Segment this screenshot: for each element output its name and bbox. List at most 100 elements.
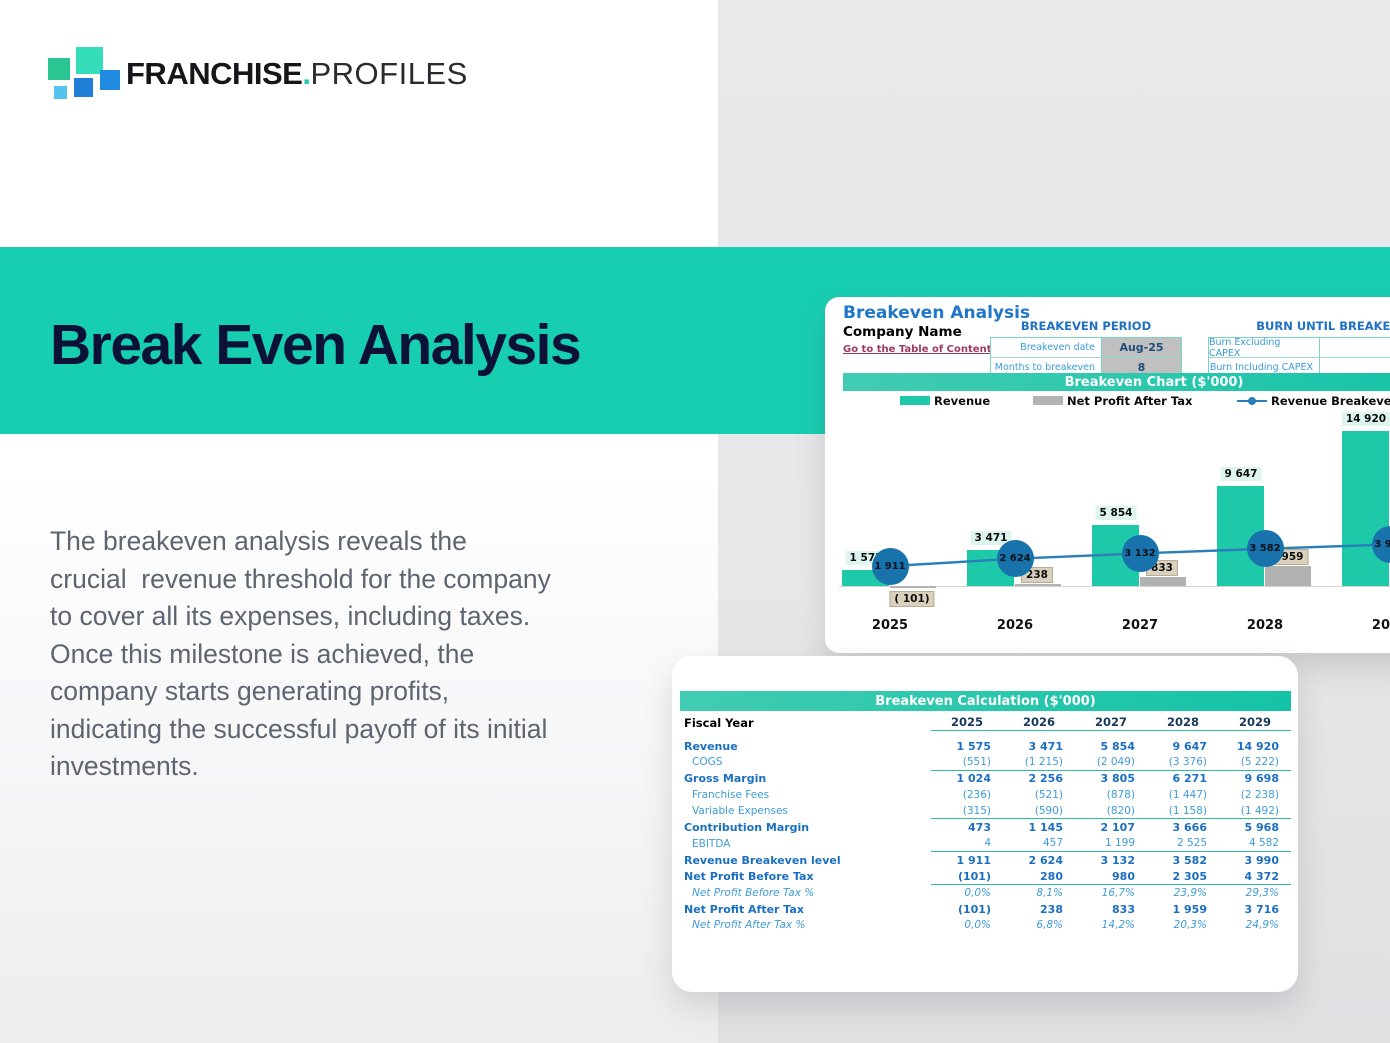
row-values: 0,0% 8,1% 16,7% 23,9% 29,3% [931,885,1291,901]
breakeven-calculation-card: Breakeven Calculation ($'000) Fiscal Yea… [672,656,1298,992]
category-label: 2025 [871,618,909,633]
revenue-swatch-icon [900,396,930,405]
row-values: 1 575 3 471 5 854 9 647 14 920 [931,738,1291,754]
year-headers: 2025 2026 2027 2028 2029 [931,714,1291,731]
row-label: Net Profit Before Tax [684,870,814,884]
left-panel [0,0,718,1043]
row-label: Variable Expenses [692,805,788,818]
table-row: Variable Expenses (315) (590) (820) (1 158)(… [680,803,1291,820]
cell-value: 4 [984,837,991,850]
breakeven-period-title: BREAKEVEN PERIOD [1020,319,1152,333]
category-label: 2027 [1121,618,1159,633]
burn-until-breakeven-title: BURN UNTIL BREAKEVEN [1256,319,1390,333]
row-label: Revenue [684,739,738,753]
cell-value: 457 [1042,837,1063,850]
cell-value: 1 145 [1028,821,1063,835]
cell-value: 1 199 [1104,837,1135,850]
table-row: Contribution Margin 473 1 145 2 107 3 666 5 9… [680,819,1291,835]
cell-value: 14 920 [1236,739,1279,753]
row-values: 4 457 1 199 2 525 4 582 [931,836,1291,853]
sheet-title: Breakeven Analysis [843,303,1031,323]
table-row: Revenue 1 575 3 471 5 854 9 647 14 920 [680,738,1291,754]
burn-including-capex-label: Burn Including CAPEX [1209,358,1319,376]
cell-value: 9 698 [1244,772,1279,786]
cell-value: (590) [1034,804,1063,817]
legend-label: Revenue [934,393,991,408]
logo-square [48,58,70,80]
legend-item-breakeven-level: Revenue Breakeven level [1237,394,1390,408]
logo-square [54,86,67,99]
cell-value: 2 256 [1028,772,1063,786]
table-row: Net Profit Before Tax % 0,0% 8,1% 16,7% 23,9… [680,885,1291,901]
breakeven-chart-card: Breakeven Analysis Company Name Go to th… [825,297,1390,653]
breakeven-point-marker: 2 624 [996,540,1034,578]
description-paragraph: The breakeven analysis reveals the cruci… [50,526,551,781]
cell-value: 9 647 [1172,739,1207,753]
cell-value: (236) [962,789,991,802]
breakeven-period-table: Breakeven date Aug-25 Months to breakeve… [990,337,1182,377]
cell-value: (551) [962,755,991,768]
burn-until-breakeven-panel: BURN UNTIL BREAKEVEN Burn Excluding CAPE… [1208,319,1390,377]
cell-value: (5 222) [1240,755,1279,768]
row-label: Net Profit Before Tax % [692,886,815,899]
net-profit-bar [1015,583,1061,586]
row-values: 0,0% 6,8% 14,2% 20,3% 24,9% [931,917,1291,933]
row-values: 1 911 2 624 3 132 3 582 3 990 [931,852,1291,868]
logo-square [100,70,120,90]
logo-square [74,78,93,97]
table-section-header: Breakeven Calculation ($'000) [680,691,1291,711]
months-to-breakeven-label: Months to breakeven [991,358,1101,376]
table-row: Revenue Breakeven level 1 911 2 624 3 132 3 … [680,852,1291,868]
table-row: COGS (551) (1 215) (2 049) (3 376) (5 222) [680,754,1291,771]
cell-value: 24,9% [1245,919,1279,932]
row-label: EBITDA [692,837,731,850]
table-of-contents-link[interactable]: Go to the Table of Contents [843,344,998,355]
row-values: 1 024 2 256 3 805 6 271 9 698 [931,771,1291,787]
breakeven-line-swatch-icon [1237,396,1267,406]
cell-value: 4 582 [1248,837,1279,850]
net-profit-value-label: ( 101) [889,591,935,607]
row-label: Franchise Fees [692,789,770,802]
row-values: (551) (1 215) (2 049) (3 376) (5 222) [931,754,1291,771]
dot-glyph [1248,396,1256,405]
brand-dot: . [302,56,311,91]
row-values: (101) 280 980 2 305 4 372 [931,868,1291,885]
row-label: Contribution Margin [684,821,810,835]
calc-table-rows: Fiscal Year 2025 2026 2027 2028 2029 Revenue 1 … [680,714,1291,934]
cell-value: (820) [1106,804,1135,817]
brand-name-light: PROFILES [310,56,468,91]
cell-value: 3 132 [1100,853,1135,867]
cell-value: (3 376) [1168,755,1207,768]
table-header-row: Fiscal Year 2025 2026 2027 2028 2029 [680,714,1291,731]
chart-section-header: Breakeven Chart ($'000) [843,373,1390,391]
revenue-value-label: 14 920 [1341,411,1390,426]
table-row: Gross Margin 1 024 2 256 3 805 6 271 9 698 [680,771,1291,787]
year-header-cell: 2027 [1094,715,1127,729]
cell-value: 3 471 [1028,739,1063,753]
revenue-value-label: 9 647 [1220,466,1262,481]
breakeven-point-marker: 3 132 [1121,534,1159,572]
logo-square [76,47,103,74]
burn-including-capex-value [1319,358,1390,376]
table-row: Months to breakeven 8 [991,357,1181,376]
brand-name: FRANCHISE.PROFILES [126,56,468,92]
row-values: (101) 238 833 1 959 3 716 [931,901,1291,917]
cell-value: 2 305 [1172,869,1207,883]
table-row: Breakeven date Aug-25 [991,338,1181,357]
cell-value: 2 107 [1100,821,1135,835]
cell-value: (1 158) [1168,804,1207,817]
net-profit-bar [890,586,936,588]
cell-value: 29,3% [1245,886,1279,899]
breakeven-period-panel: BREAKEVEN PERIOD Breakeven date Aug-25 M… [990,319,1182,377]
cell-value: 980 [1112,869,1135,883]
net-profit-bar [1140,577,1186,586]
cell-value: (101) [957,902,991,916]
cell-value: (2 049) [1096,755,1135,768]
cell-value: 3 716 [1244,902,1279,916]
cell-value: 238 [1040,902,1063,916]
table-row: Burn Excluding CAPEX [1209,337,1390,359]
cell-value: (1 492) [1240,804,1279,817]
cell-value: 3 990 [1244,853,1279,867]
cell-value: (1 215) [1024,755,1063,768]
cell-value: 8,1% [1036,886,1063,899]
